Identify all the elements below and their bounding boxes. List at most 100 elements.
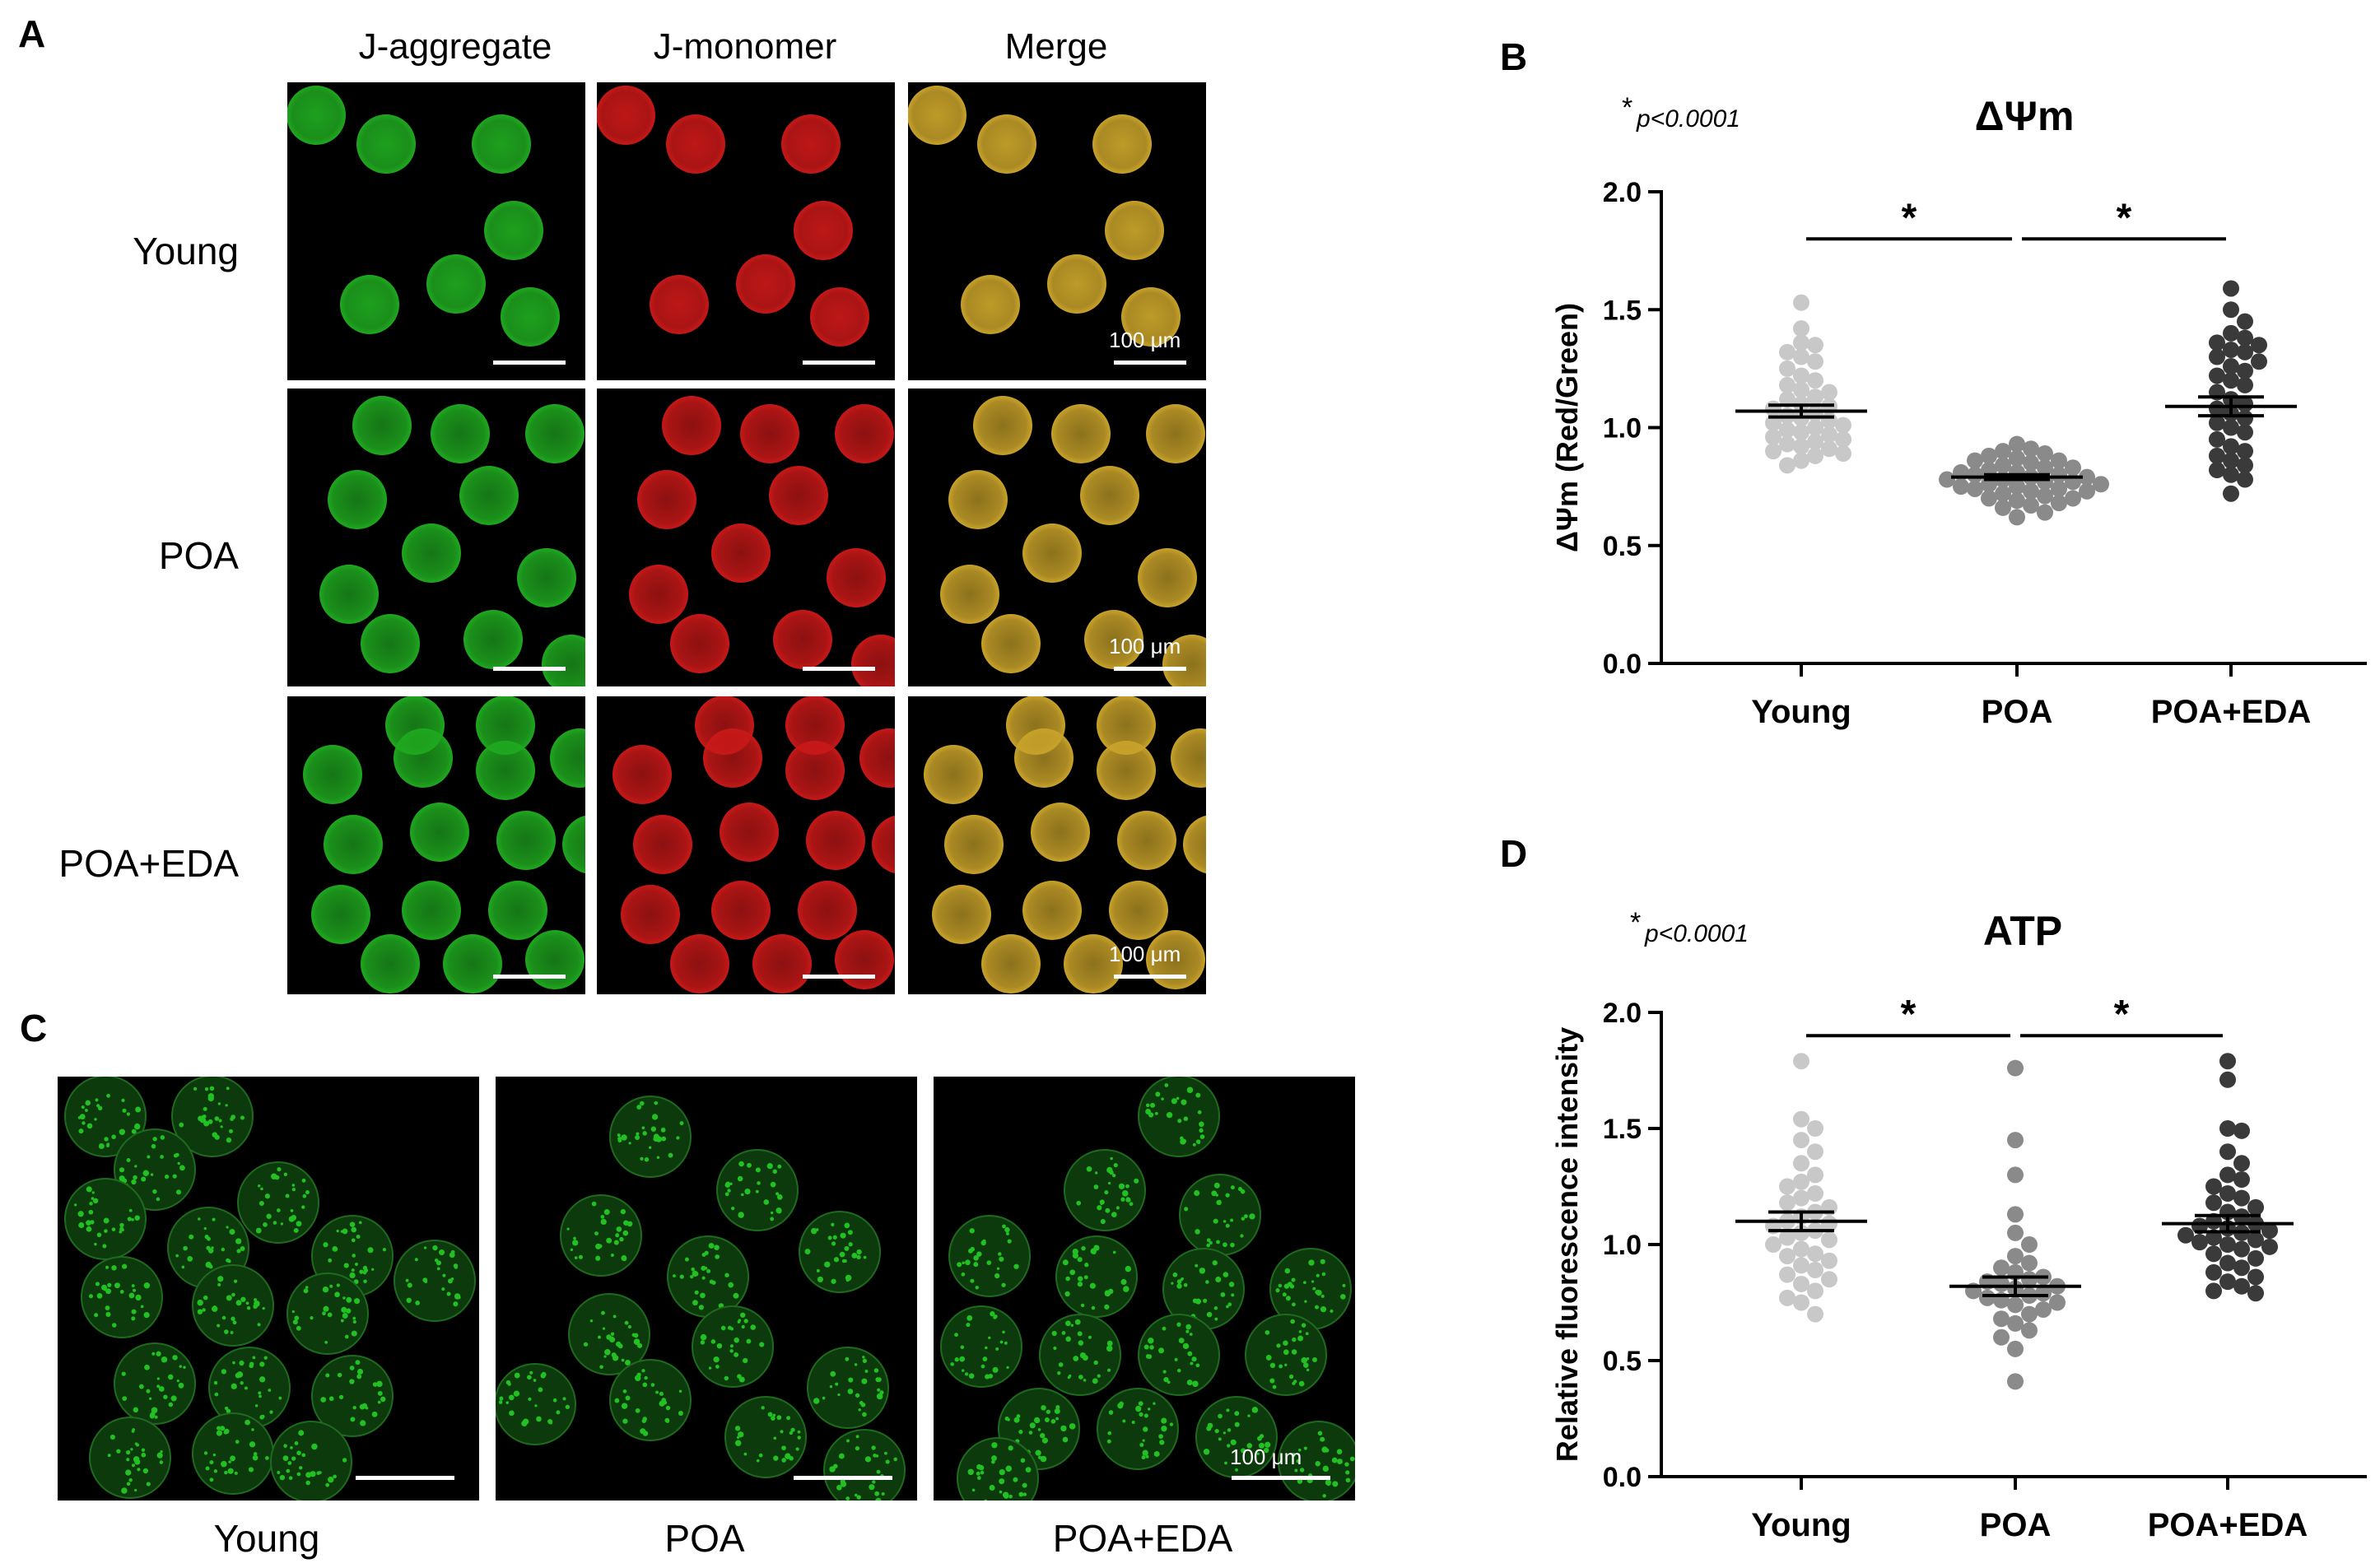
- y-tick-label: 1.5: [1603, 1114, 1642, 1145]
- data-point: [2205, 1194, 2222, 1212]
- data-point: [1821, 1231, 1837, 1249]
- data-point: [2237, 471, 2253, 488]
- data-point: [2223, 452, 2239, 469]
- data-point: [2093, 476, 2109, 493]
- scale-bar: [493, 667, 566, 671]
- data-point: [2007, 1206, 2024, 1223]
- data-point: [1995, 499, 2011, 516]
- data-point: [1967, 466, 1983, 483]
- data-point: [2037, 487, 2053, 505]
- data-point: [1981, 447, 1997, 464]
- data-point: [1807, 1143, 1823, 1161]
- stat-note: p<0.0001: [1636, 105, 1740, 133]
- micrograph-poa-j-aggregate: [287, 389, 585, 686]
- data-point: [2219, 1071, 2236, 1088]
- data-point: [2205, 1263, 2222, 1281]
- x-tick-label: POA+EDA: [2151, 694, 2312, 730]
- data-point: [1779, 457, 1795, 474]
- series-poa-eda: [2209, 280, 2267, 502]
- data-point: [2209, 462, 2225, 479]
- data-point: [1793, 1155, 1809, 1172]
- x-tick-label: Young: [1751, 694, 1851, 730]
- row-label-poa: POA: [158, 534, 239, 577]
- data-point: [2007, 1340, 2024, 1357]
- data-point: [1835, 445, 1851, 463]
- data-point: [1793, 1224, 1809, 1241]
- data-point: [2205, 1178, 2222, 1195]
- data-point: [1995, 485, 2011, 502]
- scale-bar-label: 100 μm: [1109, 328, 1181, 352]
- data-point: [2007, 1248, 2024, 1265]
- data-point: [1779, 1289, 1795, 1306]
- data-point: [1953, 478, 1969, 496]
- data-point: [2037, 445, 2053, 463]
- data-point: [1793, 424, 1809, 441]
- data-point: [2177, 1226, 2194, 1244]
- data-point: [2223, 419, 2239, 436]
- data-point: [2037, 459, 2053, 477]
- data-point: [2079, 468, 2095, 486]
- data-point: [2051, 495, 2067, 512]
- stat-note-star: *: [1630, 907, 1641, 938]
- data-point: [1793, 1173, 1809, 1190]
- data-point: [2237, 376, 2253, 393]
- data-point: [1807, 1166, 1823, 1184]
- data-point: [2007, 1224, 2024, 1241]
- data-point: [2021, 1305, 2038, 1323]
- data-point: [1765, 428, 1782, 445]
- data-point: [2247, 1198, 2264, 1216]
- data-point: [2079, 482, 2095, 500]
- data-point: [2007, 1132, 2024, 1149]
- data-point: [1779, 1229, 1795, 1246]
- data-point: [1807, 447, 1823, 464]
- data-point: [2233, 1189, 2250, 1207]
- data-point: [2023, 482, 2039, 500]
- scale-bar: [356, 1476, 454, 1480]
- data-point: [2233, 1122, 2250, 1139]
- data-point: [2223, 324, 2239, 342]
- data-point: [1835, 416, 1851, 434]
- data-point: [2209, 348, 2225, 365]
- y-tick-label: 0.0: [1603, 649, 1642, 680]
- y-tick-label: 2.0: [1603, 177, 1642, 208]
- data-point: [2223, 372, 2239, 389]
- y-tick-label: 1.0: [1603, 413, 1642, 444]
- y-axis-label: Relative fluorescence intensity: [1550, 1027, 1584, 1462]
- data-point: [1793, 1053, 1809, 1070]
- data-point: [2247, 1249, 2264, 1267]
- y-tick-label: 0.5: [1603, 1346, 1642, 1377]
- panel-letter-b: B: [1500, 35, 1528, 78]
- data-point: [1793, 452, 1809, 469]
- data-point: [2205, 1282, 2222, 1300]
- data-point: [1981, 490, 1997, 507]
- data-point: [1807, 419, 1823, 436]
- y-tick-label: 2.0: [1603, 998, 1642, 1029]
- x-tick-label: POA: [1980, 1507, 2052, 1543]
- data-point: [2065, 459, 2081, 477]
- data-point: [2219, 1120, 2236, 1137]
- data-point: [2021, 1254, 2038, 1272]
- y-tick-label: 1.0: [1603, 1230, 1642, 1261]
- chart-title: ATP: [1983, 908, 2062, 954]
- data-point: [2009, 478, 2025, 496]
- data-point: [2023, 440, 2039, 458]
- scale-bar: [493, 975, 566, 979]
- data-point: [2233, 1240, 2250, 1258]
- series-poa-eda: [2177, 1053, 2278, 1302]
- data-point: [1765, 400, 1782, 417]
- scale-bar: [1114, 667, 1186, 671]
- data-point: [1779, 1248, 1795, 1265]
- col-header-j-aggregate: J-aggregate: [358, 26, 552, 67]
- data-point: [2191, 1234, 2208, 1251]
- y-tick-label: 0.5: [1603, 531, 1642, 562]
- data-point: [1793, 334, 1809, 351]
- data-point: [1793, 348, 1809, 365]
- data-point: [1807, 433, 1823, 450]
- data-point: [2247, 1268, 2264, 1286]
- data-point: [2035, 1300, 2052, 1318]
- data-point: [2051, 452, 2067, 469]
- data-point: [2219, 1143, 2236, 1161]
- data-point: [1967, 480, 1983, 497]
- data-point: [2209, 367, 2225, 384]
